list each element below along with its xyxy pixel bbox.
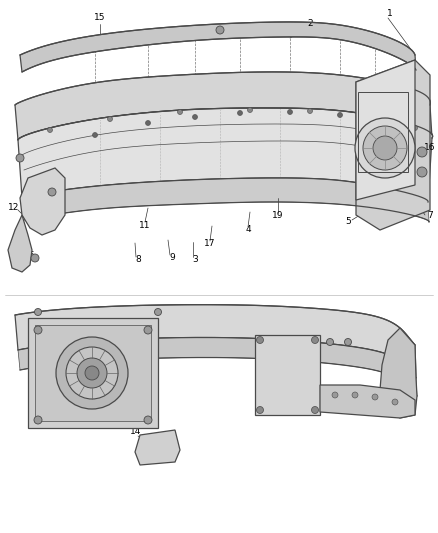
- Text: 3: 3: [192, 255, 198, 264]
- Circle shape: [155, 309, 162, 316]
- Polygon shape: [15, 305, 416, 378]
- Text: 16: 16: [24, 251, 36, 260]
- Circle shape: [326, 338, 333, 345]
- Circle shape: [287, 109, 293, 115]
- Circle shape: [92, 133, 98, 138]
- Circle shape: [145, 120, 151, 125]
- Text: 12: 12: [8, 204, 20, 213]
- Text: 4: 4: [245, 225, 251, 235]
- Text: 16: 16: [52, 183, 64, 192]
- Circle shape: [372, 394, 378, 400]
- Circle shape: [216, 26, 224, 34]
- Text: 19: 19: [272, 212, 284, 221]
- Polygon shape: [20, 22, 416, 72]
- Text: 5: 5: [345, 217, 351, 227]
- Circle shape: [355, 118, 415, 178]
- Bar: [28, 318, 158, 428]
- Circle shape: [332, 392, 338, 398]
- Bar: [35, 325, 151, 421]
- Circle shape: [16, 154, 24, 162]
- Circle shape: [372, 125, 378, 130]
- Circle shape: [247, 108, 252, 112]
- Circle shape: [34, 326, 42, 334]
- Polygon shape: [135, 430, 180, 465]
- Text: 20: 20: [46, 340, 58, 349]
- Circle shape: [417, 147, 427, 157]
- Circle shape: [177, 109, 183, 115]
- Text: 13: 13: [262, 351, 274, 359]
- Circle shape: [34, 416, 42, 424]
- Circle shape: [363, 126, 407, 170]
- Circle shape: [345, 338, 352, 345]
- Circle shape: [311, 336, 318, 343]
- Circle shape: [144, 326, 152, 334]
- Circle shape: [257, 407, 264, 414]
- Circle shape: [392, 399, 398, 405]
- Circle shape: [338, 112, 343, 117]
- Circle shape: [107, 117, 113, 122]
- Polygon shape: [380, 328, 417, 418]
- Text: 9: 9: [169, 254, 175, 262]
- Polygon shape: [320, 385, 415, 418]
- Circle shape: [77, 358, 107, 388]
- Circle shape: [48, 188, 56, 196]
- Text: 1: 1: [387, 10, 393, 19]
- Circle shape: [192, 115, 198, 119]
- Circle shape: [144, 416, 152, 424]
- Circle shape: [66, 347, 118, 399]
- Circle shape: [35, 309, 42, 316]
- Text: 14: 14: [131, 427, 141, 437]
- Text: 15: 15: [94, 13, 106, 22]
- Text: 6: 6: [93, 334, 99, 343]
- Circle shape: [373, 136, 397, 160]
- Circle shape: [311, 407, 318, 414]
- Polygon shape: [22, 178, 429, 222]
- Polygon shape: [18, 108, 433, 202]
- Text: 17: 17: [204, 239, 216, 248]
- Polygon shape: [15, 72, 433, 140]
- Circle shape: [352, 392, 358, 398]
- Polygon shape: [18, 337, 417, 396]
- Polygon shape: [8, 215, 32, 272]
- Circle shape: [367, 116, 372, 120]
- Polygon shape: [356, 60, 430, 230]
- Circle shape: [31, 254, 39, 262]
- Text: 8: 8: [135, 255, 141, 264]
- Polygon shape: [255, 335, 320, 415]
- Circle shape: [413, 125, 417, 131]
- Circle shape: [307, 109, 312, 114]
- Text: 10: 10: [296, 364, 308, 373]
- Circle shape: [47, 127, 53, 133]
- Circle shape: [237, 110, 243, 116]
- Text: 11: 11: [139, 222, 151, 230]
- Text: 7: 7: [427, 211, 433, 220]
- Circle shape: [417, 167, 427, 177]
- Circle shape: [85, 366, 99, 380]
- Text: 2: 2: [307, 20, 313, 28]
- Bar: [358, 92, 408, 172]
- Circle shape: [56, 337, 128, 409]
- Circle shape: [257, 336, 264, 343]
- Polygon shape: [356, 60, 415, 200]
- Polygon shape: [20, 168, 65, 235]
- Text: 16: 16: [424, 143, 436, 152]
